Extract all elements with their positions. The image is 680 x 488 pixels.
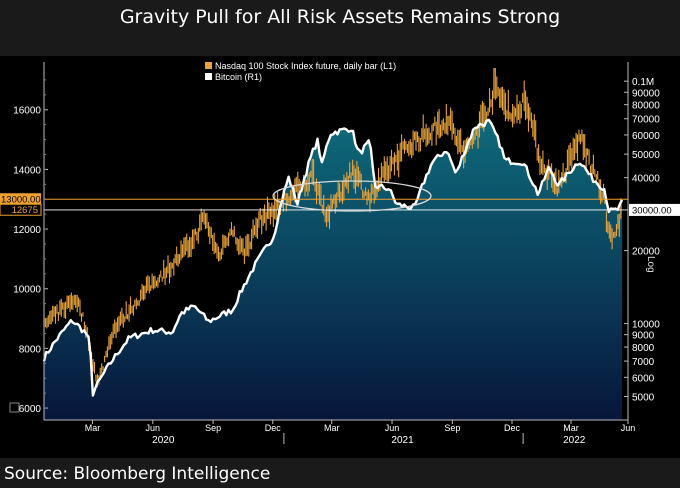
chart-title: Gravity Pull for All Risk Assets Remains… bbox=[119, 6, 561, 28]
bitcoin-area-layer bbox=[44, 119, 623, 421]
x-month-label: Sep bbox=[444, 423, 460, 433]
legend-swatch-nasdaq bbox=[205, 62, 212, 69]
left-tick-label: 6000 bbox=[19, 404, 42, 415]
bitcoin-layer bbox=[42, 118, 624, 397]
x-month-label: Sep bbox=[205, 423, 221, 433]
legend-label-nasdaq: Nasdaq 100 Stock Index future, daily bar… bbox=[215, 61, 396, 71]
legend: Nasdaq 100 Stock Index future, daily bar… bbox=[205, 61, 396, 82]
left-tick-label: 8000 bbox=[19, 344, 42, 355]
x-month-label: Jun bbox=[621, 423, 636, 433]
x-year-label: 2022 bbox=[563, 435, 586, 446]
x-month-label: Dec bbox=[504, 423, 521, 433]
right-tick-label: 60000 bbox=[632, 131, 660, 142]
nasdaq-last-tag-box bbox=[0, 203, 42, 216]
x-month-label: Mar bbox=[85, 423, 101, 433]
reference-layer bbox=[44, 180, 628, 212]
right-tick-label: 9000 bbox=[632, 331, 655, 342]
highlight-oval bbox=[272, 180, 432, 212]
right-tick-label: 90000 bbox=[632, 88, 660, 99]
right-tick-label: 7000 bbox=[632, 357, 655, 368]
right-tick-label: 5000 bbox=[632, 393, 655, 404]
left-tick-label: 12000 bbox=[13, 225, 41, 236]
x-month-label: Jun bbox=[385, 423, 400, 433]
right-tick-label: 6000 bbox=[632, 373, 655, 384]
bitcoin-last-tag: 30000.00 bbox=[632, 205, 672, 216]
bitcoin-line bbox=[42, 118, 624, 397]
x-month-label: Mar bbox=[563, 423, 579, 433]
right-tick-label: 20000 bbox=[632, 247, 660, 258]
right-tick-label: 70000 bbox=[632, 115, 660, 126]
x-year-label: 2021 bbox=[391, 435, 414, 446]
nasdaq-last-tag: 12675 bbox=[12, 205, 38, 216]
chart-panel: 6000 8000 10000 12000 14000 16000 0.1M 90000 800… bbox=[0, 56, 680, 458]
chart-menu-icon bbox=[9, 402, 20, 413]
right-tick-label: 80000 bbox=[632, 101, 660, 112]
legend-label-bitcoin: Bitcoin (R1) bbox=[215, 72, 262, 82]
right-tick-label: 40000 bbox=[632, 174, 660, 185]
bitcoin-last-tag-box bbox=[629, 203, 680, 216]
right-tick-label: 0.1M bbox=[632, 77, 654, 88]
legend-swatch-bitcoin bbox=[205, 73, 212, 80]
left-tick-label: 10000 bbox=[13, 285, 41, 296]
x-month-label: Mar bbox=[324, 423, 340, 433]
source-note: Source: Bloomberg Intelligence bbox=[0, 460, 680, 488]
bitcoin-area bbox=[44, 119, 623, 421]
right-tick-label: 50000 bbox=[632, 150, 660, 161]
nasdaq-level-tag: 13000.00 bbox=[1, 195, 41, 206]
left-tick-label: 16000 bbox=[13, 106, 41, 117]
log-scale-label: Log bbox=[645, 256, 656, 273]
left-tick-label: 14000 bbox=[13, 165, 41, 176]
nasdaq-level-tag-box bbox=[0, 193, 41, 205]
x-month-label: Jun bbox=[146, 423, 161, 433]
x-month-label: Dec bbox=[265, 423, 282, 433]
right-tick-label: 8000 bbox=[632, 343, 655, 354]
x-year-label: 2020 bbox=[152, 435, 175, 446]
right-tick-label: 10000 bbox=[632, 320, 660, 331]
